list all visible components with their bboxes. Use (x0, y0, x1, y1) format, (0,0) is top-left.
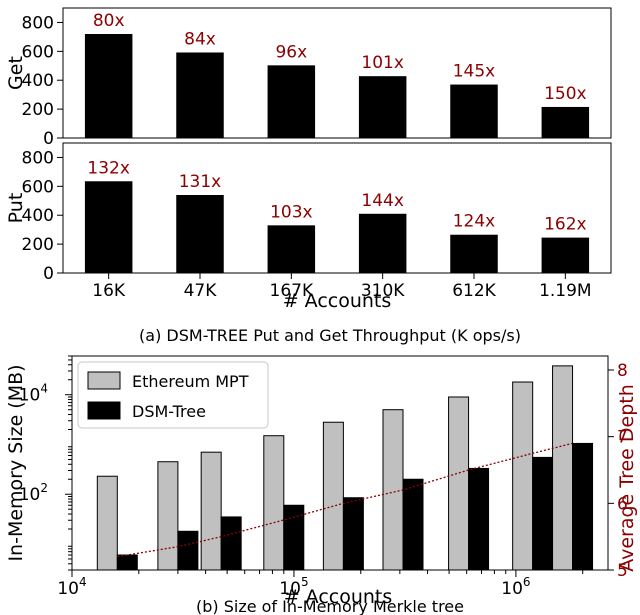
size-bar-ethereum-mpt-4 (322, 421, 344, 571)
put-throughput-chart: Put 0 200 400 600 800 132x 131x 103x 144x 124x 16… (5, 142, 612, 312)
get-y-axis-label: Get (5, 56, 27, 90)
depth-tick-label-6: 6 (617, 494, 628, 514)
put-x-tick-label-612k: 612K (452, 281, 496, 301)
put-ratio-label-16k: 132x (87, 158, 130, 178)
get-ratio-label-310k: 101x (361, 53, 404, 73)
put-x-tick-label-310k: 310K (361, 281, 405, 301)
put-y-tick-label-200: 200 (22, 235, 54, 255)
legend-label-dsm-tree: DSM-Tree (132, 402, 206, 421)
put-plot-frame (62, 142, 612, 274)
put-ratio-label-310k: 144x (361, 191, 404, 211)
put-x-tick-label-167k: 167K (270, 281, 314, 301)
get-throughput-chart: Get 0 200 400 600 800 80x 84x 96x 101x 145x 150x (5, 7, 612, 149)
size-x-tick-label-5: 105 (279, 575, 308, 599)
get-y-tick-label-800: 800 (22, 13, 54, 33)
tree-depth-axis-label: Average Tree Depth (616, 384, 638, 572)
size-bar-dsm-tree-5 (402, 478, 424, 571)
get-bar-310k (358, 76, 407, 138)
get-y-tick-label-600: 600 (22, 42, 54, 62)
size-bar-ethereum-mpt-1 (157, 461, 179, 571)
put-y-axis-label: Put (5, 193, 27, 224)
legend-box (77, 361, 269, 429)
size-bar-dsm-tree-8 (572, 442, 594, 571)
merkle-size-chart: In-Memory Size (MB) Average Tree Depth 1… (5, 355, 638, 608)
get-bar-1-19m (541, 106, 590, 138)
put-ratio-label-167k: 103x (270, 202, 313, 222)
put-bar-16k (84, 181, 133, 273)
put-x-tick-label-47k: 47K (184, 281, 218, 301)
put-x-axis-label: # Accounts (283, 290, 392, 312)
get-ratio-label-16k: 80x (93, 11, 125, 31)
get-bar-612k (450, 84, 498, 138)
size-bar-ethereum-mpt-0 (96, 475, 118, 571)
put-ratio-label-1-19m: 162x (544, 215, 587, 235)
size-bar-dsm-tree-4 (342, 497, 364, 571)
get-plot-frame (62, 7, 612, 139)
size-bar-ethereum-mpt-3 (263, 435, 285, 571)
get-y-tick-label-0: 0 (43, 129, 54, 149)
put-y-tick-label-800: 800 (22, 148, 54, 168)
legend-label-ethereum-mpt: Ethereum MPT (132, 372, 249, 391)
depth-tick-label-8: 8 (617, 361, 628, 381)
put-x-tick-label-16k: 16K (92, 281, 126, 301)
put-y-tick-label-400: 400 (22, 206, 54, 226)
size-bar-ethereum-mpt-7 (512, 381, 534, 571)
put-bar-310k (358, 213, 407, 273)
get-y-tick-label-400: 400 (22, 71, 54, 91)
size-bar-ethereum-mpt-5 (382, 409, 404, 571)
size-bar-dsm-tree-7 (532, 456, 554, 571)
put-bar-167k (267, 225, 316, 273)
size-x-tick-label-4: 104 (57, 575, 86, 599)
caption-a: (a) DSM-TREE Put and Get Throughput (K o… (139, 326, 521, 345)
get-y-tick-label-200: 200 (22, 100, 54, 120)
size-bar-dsm-tree-1 (177, 530, 199, 571)
size-x-tick-label-6: 106 (501, 575, 530, 599)
legend: Ethereum MPT DSM-Tree (77, 361, 269, 429)
put-y-tick-label-0: 0 (43, 264, 54, 284)
legend-swatch-dsm-tree (87, 401, 121, 420)
get-bar-167k (267, 65, 316, 138)
size-bar-dsm-tree-2 (220, 516, 242, 571)
size-bar-dsm-tree-0 (116, 554, 138, 571)
put-bar-1-19m (541, 237, 590, 273)
put-x-tick-label-1-19m: 1.19M (539, 281, 592, 301)
get-bar-16k (84, 34, 133, 138)
size-y-tick-label-4: 104 (19, 382, 48, 406)
put-bar-612k (450, 234, 498, 273)
put-ratio-label-612k: 124x (453, 212, 496, 232)
size-y-axis-label: In-Memory Size (MB) (5, 364, 27, 561)
tree-depth-line (117, 442, 573, 558)
size-bar-ethereum-mpt-2 (200, 451, 222, 571)
size-bar-dsm-tree-6 (468, 467, 490, 571)
get-bar-47k (176, 52, 224, 138)
depth-tick-label-5: 5 (617, 561, 628, 581)
get-ratio-label-612k: 145x (453, 62, 496, 82)
size-y-tick-label-2: 102 (19, 481, 48, 505)
size-bar-ethereum-mpt-8 (552, 365, 574, 571)
legend-swatch-ethereum-mpt (87, 371, 121, 390)
get-ratio-label-47k: 84x (184, 29, 216, 49)
size-bar-ethereum-mpt-6 (448, 396, 470, 571)
get-ratio-label-1-19m: 150x (544, 84, 587, 104)
depth-tick-label-7: 7 (617, 428, 628, 448)
get-ratio-label-167k: 96x (275, 42, 307, 62)
put-ratio-label-47k: 131x (179, 172, 222, 192)
put-bar-47k (176, 195, 224, 273)
size-x-axis-label: # Accounts (284, 586, 393, 608)
put-y-tick-label-600: 600 (22, 177, 54, 197)
